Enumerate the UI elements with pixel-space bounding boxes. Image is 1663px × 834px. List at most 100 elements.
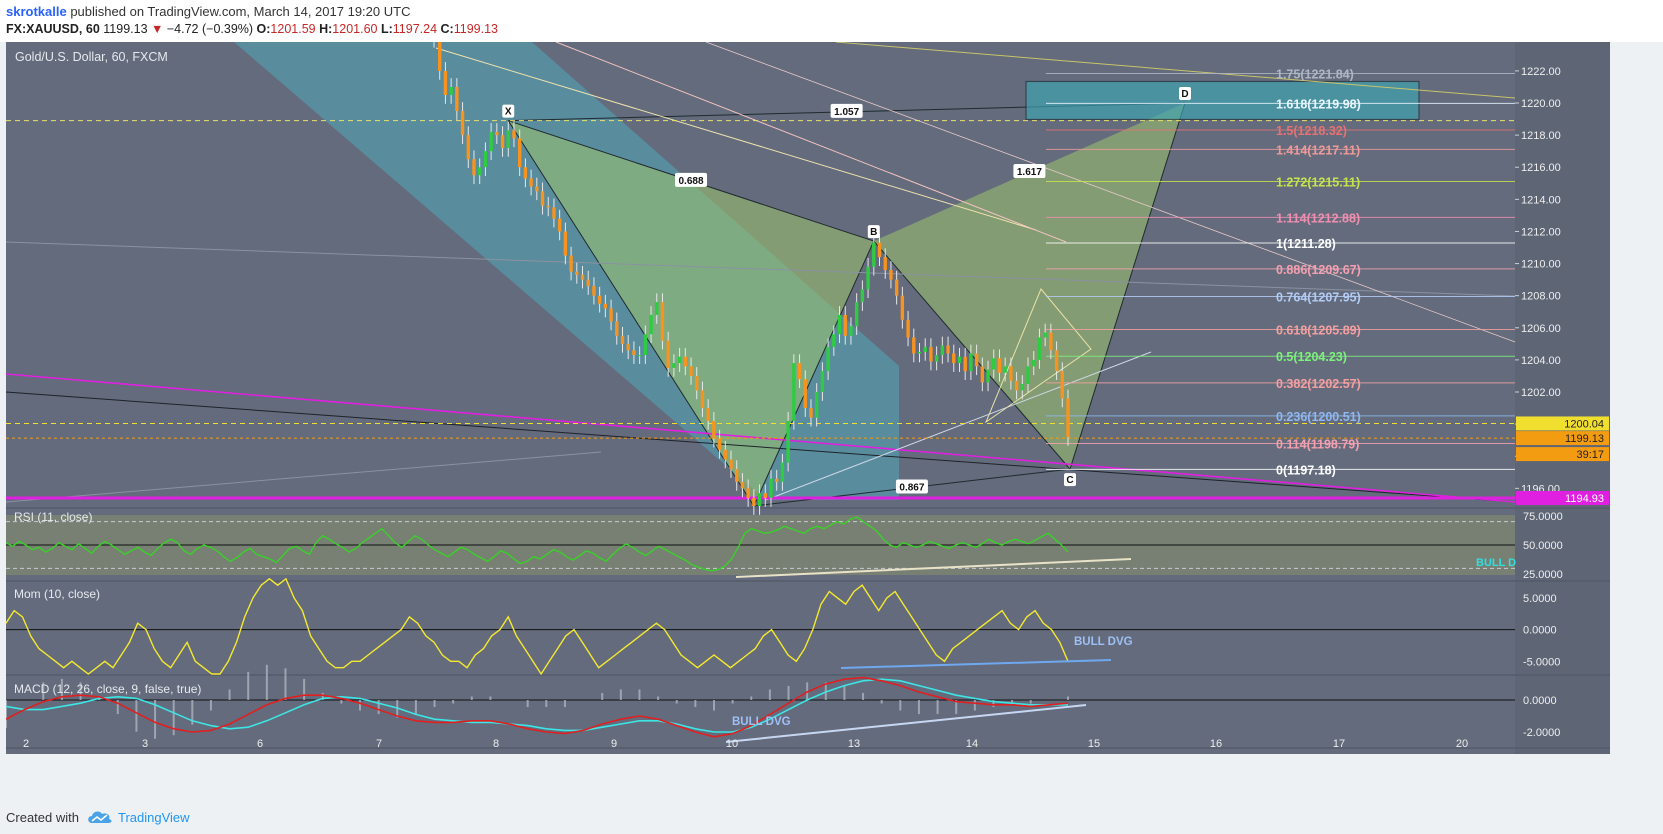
candle-body [969, 353, 973, 372]
open-label: O: [256, 22, 271, 36]
candle-body [466, 135, 470, 160]
candle-body [535, 186, 539, 192]
candle-body [672, 363, 676, 368]
candle-body [706, 408, 710, 421]
macd-annotation: BULL DVG [732, 716, 791, 728]
candle-body [512, 130, 516, 139]
candle-body [1026, 366, 1030, 384]
candle-body [952, 353, 956, 364]
candle-body [712, 420, 716, 439]
candle-body [735, 469, 739, 482]
candle-body [489, 131, 493, 152]
price-tick-label: 1202.00 [1521, 387, 1561, 399]
macd-signal-line [5, 678, 1068, 733]
price-tick-label: 1220.00 [1521, 98, 1561, 110]
tradingview-cloud-icon[interactable] [86, 808, 114, 826]
candle-body [552, 207, 556, 219]
x-tick-label: 8 [493, 738, 499, 750]
mom-tick-label: -5.0000 [1523, 656, 1560, 668]
candle-body [814, 392, 819, 418]
x-tick-label: 14 [966, 738, 978, 750]
candle-body [546, 205, 550, 208]
price-badge [1516, 416, 1609, 431]
candle-body [615, 321, 619, 336]
candle-body [455, 86, 459, 112]
author-link[interactable]: skrotkalle [6, 4, 67, 19]
candle-body [803, 379, 807, 409]
rsi-tick-label: 50.0000 [1523, 540, 1563, 552]
candle-body [575, 271, 579, 275]
fib-label: 0.236(1200.51) [1276, 410, 1361, 424]
chart-canvas[interactable]: 1.75(1221.84) 1.618(1219.98) 1.5(1218.32) 1… [5, 10, 1610, 797]
candle-body [980, 366, 985, 383]
gray-trendline [5, 241, 1516, 297]
chart-frame[interactable]: 1.75(1221.84) 1.618(1219.98) 1.5(1218.32) 1… [5, 10, 1610, 797]
candle-body [1066, 398, 1070, 437]
candle-body [483, 151, 488, 168]
fib-label: 1.75(1221.84) [1276, 67, 1354, 81]
candle-body [797, 363, 802, 380]
pattern-point-badge [867, 225, 880, 239]
macd-tick-label: 0.0000 [1523, 695, 1557, 707]
candle-body [597, 295, 602, 304]
price-tick-label: 1218.00 [1521, 130, 1561, 142]
pink-trendline-2 [705, 41, 1516, 343]
candle-body [775, 478, 779, 482]
down-arrow-icon: ▼ [151, 22, 164, 36]
candle-body [843, 314, 847, 336]
candle-body [1049, 332, 1053, 351]
candle-body [460, 111, 465, 136]
macd-divergence-arrow [725, 704, 1087, 743]
candle-body [854, 302, 859, 327]
published-text: published on TradingView.com, March 14, … [70, 4, 411, 19]
candle-body [837, 314, 842, 335]
candle-body [1054, 350, 1059, 372]
ratio-badge [1013, 164, 1046, 179]
x-tick-label: 16 [1210, 738, 1222, 750]
price-change: −4.72 (−0.39%) [166, 22, 254, 36]
candle-body [586, 279, 590, 287]
candle-body [934, 355, 939, 362]
candle-body [997, 358, 1002, 373]
candle-body [1043, 332, 1047, 338]
price-tick-label: 1222.00 [1521, 66, 1561, 78]
macd-title: MACD (12, 26, close, 9, false, true) [14, 682, 201, 696]
candle-body [923, 347, 927, 352]
ratio-badge [830, 103, 863, 118]
high-label: H: [319, 22, 333, 36]
ratio-label: 1.617 [1017, 167, 1042, 178]
candle-body [443, 70, 448, 95]
candle-body [974, 353, 979, 367]
x-tick-label: 13 [848, 738, 860, 750]
fib-label: 0.114(1198.79) [1276, 438, 1359, 452]
candle-body [620, 335, 625, 344]
candle-body [655, 302, 659, 315]
pattern-point-label: C [1066, 475, 1073, 486]
fib-label: 0.764(1207.95) [1276, 290, 1361, 304]
gray-arrow-line [5, 451, 602, 503]
rsi-title: RSI (11, close) [14, 510, 92, 524]
candle-body [540, 191, 545, 206]
momentum-line [5, 577, 1069, 676]
close-value: 1199.13 [453, 22, 498, 36]
mom-annotation: BULL DVG [1074, 636, 1133, 648]
candle-body [495, 131, 499, 136]
last-price: 1199.13 [103, 22, 148, 36]
candle-body [849, 326, 853, 336]
candle-body [872, 242, 876, 267]
low-value: 1197.24 [392, 22, 438, 36]
fib-label: 0.618(1205.89) [1276, 324, 1361, 338]
ratio-label: 1.057 [834, 107, 859, 118]
rsi-tick-label: 25.0000 [1523, 569, 1563, 581]
candle-body [763, 493, 767, 498]
x-tick-label: 3 [142, 738, 148, 750]
publish-line: skrotkalle published on TradingView.com,… [6, 4, 410, 19]
tradingview-link[interactable]: TradingView [118, 810, 190, 825]
candle-body [1032, 359, 1036, 367]
price-tick-label: 1210.00 [1521, 259, 1561, 271]
candle-body [500, 135, 505, 148]
candle-body [826, 347, 830, 372]
rsi-divergence-arrow [735, 558, 1132, 578]
long-trendline [5, 391, 1516, 503]
price-badge [1516, 447, 1609, 462]
